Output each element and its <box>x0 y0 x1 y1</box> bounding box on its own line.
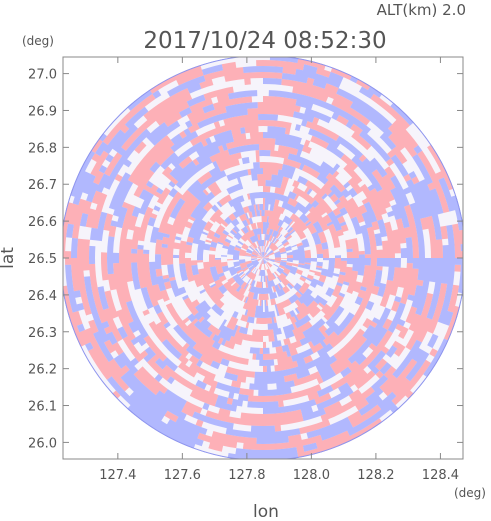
y-tick-label: 26.9 <box>28 104 57 119</box>
x-axis-label: lon <box>253 502 279 521</box>
x-unit-label: (deg) <box>454 486 486 500</box>
y-tick-label: 27.0 <box>28 68 57 83</box>
x-tick-label: 128.4 <box>422 468 459 483</box>
y-tick-label: 26.2 <box>28 363 57 378</box>
radar-field <box>63 57 463 459</box>
y-tick-label: 26.7 <box>28 178 57 193</box>
x-tick-label: 127.4 <box>99 468 136 483</box>
x-tick-label: 128.2 <box>357 468 394 483</box>
altitude-label: ALT(km) 2.0 <box>377 1 466 19</box>
y-axis-label: lat <box>0 247 18 269</box>
y-tick-label: 26.1 <box>28 400 57 415</box>
y-tick-label: 26.5 <box>28 252 57 267</box>
y-tick-label: 26.3 <box>28 326 57 341</box>
x-tick-label: 127.8 <box>228 468 265 483</box>
x-tick-label: 128.0 <box>293 468 330 483</box>
y-tick-label: 26.8 <box>28 141 57 156</box>
x-tick-label: 127.6 <box>164 468 201 483</box>
y-tick-label: 26.4 <box>28 289 57 304</box>
y-tick-label: 26.6 <box>28 215 57 230</box>
negative-cells <box>65 57 463 459</box>
y-tick-label: 26.0 <box>28 436 57 451</box>
chart-title: 2017/10/24 08:52:30 <box>143 28 386 54</box>
y-unit-label: (deg) <box>22 34 54 48</box>
